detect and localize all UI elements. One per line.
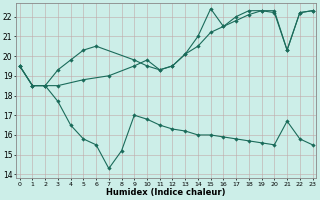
X-axis label: Humidex (Indice chaleur): Humidex (Indice chaleur)	[106, 188, 226, 197]
